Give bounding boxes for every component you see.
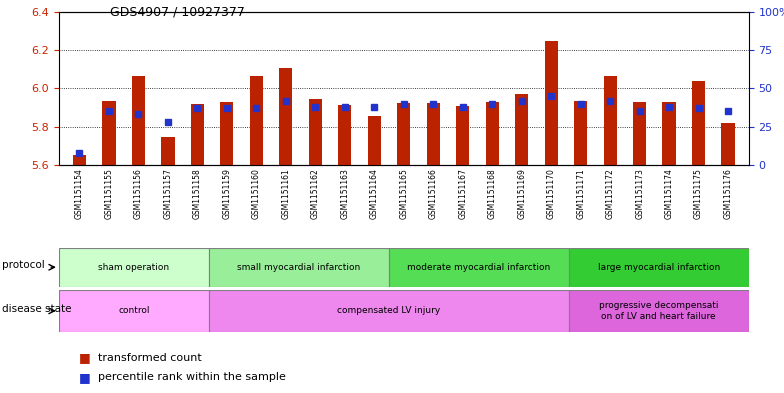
Text: ■: ■ <box>78 351 90 364</box>
Bar <box>389 248 568 287</box>
Bar <box>209 248 389 287</box>
Bar <box>721 123 735 165</box>
Text: GSM1151157: GSM1151157 <box>163 169 172 219</box>
Bar <box>132 76 145 165</box>
Text: GSM1151176: GSM1151176 <box>724 169 732 219</box>
Text: GDS4907 / 10927377: GDS4907 / 10927377 <box>110 6 245 19</box>
Bar <box>545 40 557 165</box>
Text: control: control <box>118 307 150 315</box>
Bar <box>191 104 204 165</box>
Bar <box>220 102 234 165</box>
Bar <box>209 290 568 332</box>
Text: GSM1151155: GSM1151155 <box>104 169 114 219</box>
Text: disease state: disease state <box>2 304 72 314</box>
Bar <box>456 106 470 165</box>
Text: GSM1151154: GSM1151154 <box>75 169 84 219</box>
Text: GSM1151170: GSM1151170 <box>546 169 556 219</box>
Bar <box>604 76 617 165</box>
Bar <box>59 248 209 287</box>
Bar <box>397 103 410 165</box>
Bar <box>692 81 706 165</box>
Bar <box>633 102 646 165</box>
Text: GSM1151156: GSM1151156 <box>134 169 143 219</box>
Text: moderate myocardial infarction: moderate myocardial infarction <box>407 263 550 272</box>
Bar <box>515 94 528 165</box>
Text: GSM1151171: GSM1151171 <box>576 169 585 219</box>
Bar <box>368 116 381 165</box>
Text: GSM1151162: GSM1151162 <box>310 169 320 219</box>
Bar <box>102 101 115 165</box>
Bar <box>568 290 749 332</box>
Text: GSM1151172: GSM1151172 <box>606 169 615 219</box>
Bar <box>309 99 322 165</box>
Text: GSM1151168: GSM1151168 <box>488 169 497 219</box>
Text: sham operation: sham operation <box>98 263 169 272</box>
Text: GSM1151173: GSM1151173 <box>635 169 644 219</box>
Bar <box>279 68 292 165</box>
Bar <box>485 102 499 165</box>
Bar <box>568 248 749 287</box>
Bar <box>338 105 351 165</box>
Text: GSM1151159: GSM1151159 <box>223 169 231 219</box>
Text: GSM1151167: GSM1151167 <box>458 169 467 219</box>
Text: GSM1151166: GSM1151166 <box>429 169 437 219</box>
Text: compensated LV injury: compensated LV injury <box>337 307 441 315</box>
Bar <box>574 101 587 165</box>
Bar <box>162 137 175 165</box>
Text: transformed count: transformed count <box>98 353 201 363</box>
Text: protocol: protocol <box>2 260 45 270</box>
Text: GSM1151160: GSM1151160 <box>252 169 261 219</box>
Text: GSM1151164: GSM1151164 <box>370 169 379 219</box>
Bar <box>73 156 86 165</box>
Text: GSM1151161: GSM1151161 <box>281 169 290 219</box>
Text: GSM1151175: GSM1151175 <box>694 169 703 219</box>
Text: GSM1151158: GSM1151158 <box>193 169 201 219</box>
Text: percentile rank within the sample: percentile rank within the sample <box>98 372 286 382</box>
Text: small myocardial infarction: small myocardial infarction <box>237 263 361 272</box>
Text: progressive decompensati
on of LV and heart failure: progressive decompensati on of LV and he… <box>599 301 718 321</box>
Text: large myocardial infarction: large myocardial infarction <box>597 263 720 272</box>
Bar <box>662 102 676 165</box>
Bar <box>250 76 263 165</box>
Text: ■: ■ <box>78 371 90 384</box>
Text: GSM1151165: GSM1151165 <box>399 169 408 219</box>
Bar <box>59 290 209 332</box>
Text: GSM1151169: GSM1151169 <box>517 169 526 219</box>
Text: GSM1151163: GSM1151163 <box>340 169 350 219</box>
Text: GSM1151174: GSM1151174 <box>665 169 673 219</box>
Bar <box>426 103 440 165</box>
